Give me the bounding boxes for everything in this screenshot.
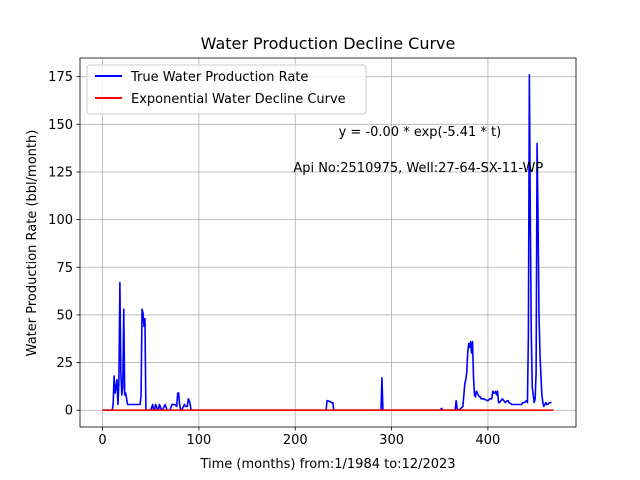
y-tick-label: 0 bbox=[65, 404, 73, 419]
tick-layer: 0 100 200 300 400 0 25 50 75 100 125 150 175 bbox=[48, 70, 500, 448]
x-tick-label: 400 bbox=[476, 433, 501, 448]
well-info-annotation: Api No:2510975, Well:27-64-SX-11-WP bbox=[293, 161, 543, 176]
x-tick-label: 0 bbox=[98, 433, 106, 448]
plot-frame bbox=[79, 57, 577, 428]
y-tick-label: 50 bbox=[56, 308, 73, 323]
series-layer bbox=[102, 73, 554, 412]
y-tick-label: 100 bbox=[48, 213, 73, 228]
y-tick-label: 25 bbox=[56, 356, 73, 371]
y-axis-label: Water Production Rate (bbl/month) bbox=[25, 130, 40, 357]
x-tick-label: 100 bbox=[186, 433, 211, 448]
grid-layer bbox=[80, 58, 576, 427]
legend: True Water Production Rate Exponential W… bbox=[86, 64, 367, 115]
legend-box bbox=[86, 64, 367, 115]
y-tick-label: 125 bbox=[48, 165, 73, 180]
y-tick-label: 150 bbox=[48, 118, 73, 133]
y-tick-label: 175 bbox=[48, 70, 73, 85]
legend-label-exponential-curve: Exponential Water Decline Curve bbox=[131, 92, 346, 107]
y-tick-label: 75 bbox=[56, 261, 73, 276]
x-tick-label: 300 bbox=[379, 433, 404, 448]
x-tick-label: 200 bbox=[283, 433, 308, 448]
legend-label-true-rate: True Water Production Rate bbox=[130, 70, 308, 85]
equation-annotation: y = -0.00 * exp(-5.41 * t) bbox=[339, 125, 502, 140]
chart-title: Water Production Decline Curve bbox=[201, 34, 456, 53]
x-axis-label: Time (months) from:1/1984 to:12/2023 bbox=[199, 457, 455, 472]
